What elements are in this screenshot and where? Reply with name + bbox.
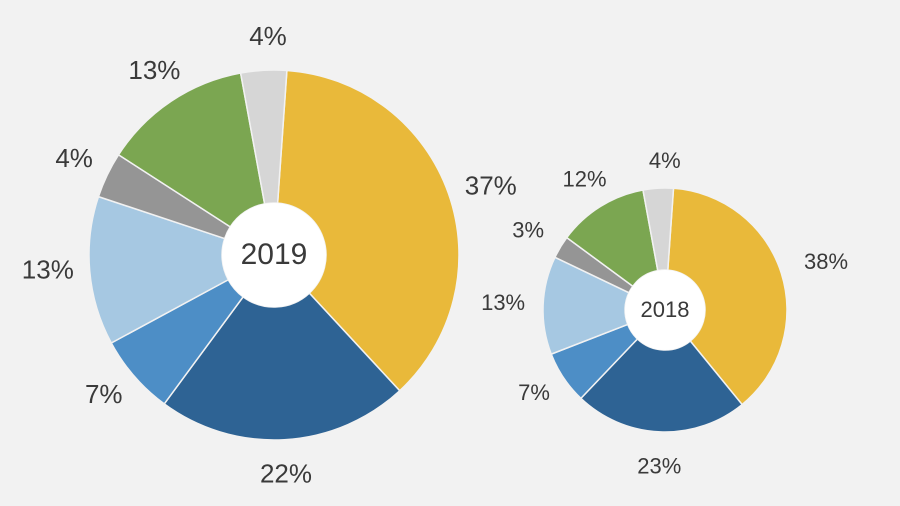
donut-2018-label-0: 38% (804, 249, 848, 274)
donut-2018-center-label: 2018 (641, 297, 690, 322)
donut-2018-label-2: 7% (518, 380, 550, 405)
chart-canvas: 37% 22% 7% 13% 4% 13% 4% 2019 38% 23% 7% 13% 3% 12% 4%… (0, 0, 900, 506)
donut-2019-center-label: 2019 (241, 238, 308, 271)
donut-2019-label-3: 13% (22, 255, 74, 285)
donut-2019-label-1: 22% (260, 459, 312, 489)
donut-2019-label-5: 13% (128, 55, 180, 85)
donut-2018-label-5: 12% (563, 166, 607, 191)
donut-2018-label-3: 13% (481, 290, 525, 315)
donut-2019-label-4: 4% (55, 143, 93, 173)
donut-2019-label-2: 7% (85, 379, 123, 409)
donut-2018-label-6: 4% (649, 148, 681, 173)
donut-2018-label-1: 23% (637, 454, 681, 479)
donut-2018: 38% 23% 7% 13% 3% 12% 4% 2018 (481, 148, 848, 479)
donut-2019-label-0: 37% (465, 170, 517, 200)
donut-2018-label-4: 3% (512, 218, 544, 243)
donut-2019: 37% 22% 7% 13% 4% 13% 4% 2019 (22, 21, 517, 488)
donut-2019-label-6: 4% (249, 21, 287, 51)
